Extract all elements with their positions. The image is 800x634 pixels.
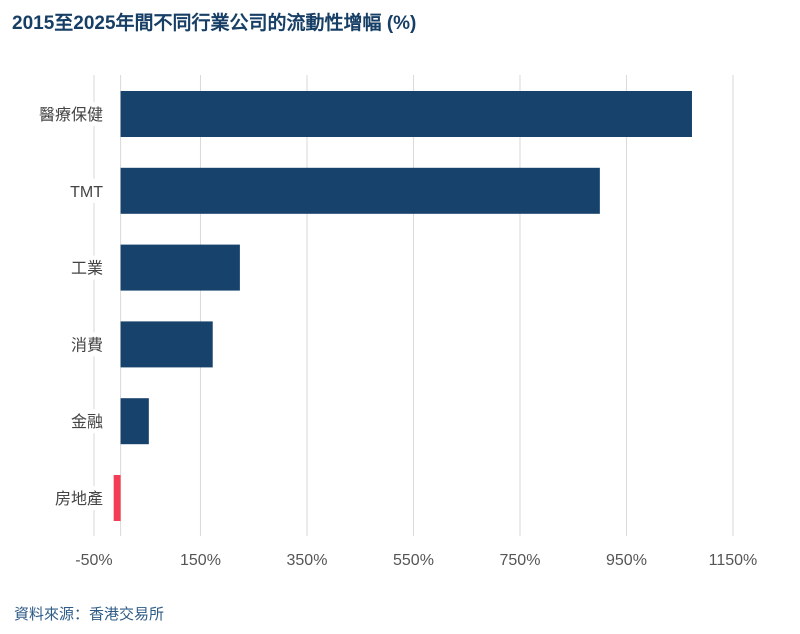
- label-bg: [20, 102, 108, 126]
- bar-5: [113, 475, 121, 521]
- x-tick-label: 1150%: [709, 552, 758, 569]
- x-tick-label: 150%: [180, 552, 221, 569]
- bar-0: [120, 91, 692, 137]
- category-label: TMT: [70, 184, 103, 201]
- bar-3: [120, 321, 213, 368]
- category-label: 金融: [71, 413, 103, 431]
- x-tick-label: 950%: [606, 552, 647, 569]
- x-tick-label: 350%: [287, 552, 328, 569]
- x-tick-label: 750%: [500, 552, 541, 569]
- bar-2: [120, 244, 240, 291]
- chart-title: 2015至2025年間不同行業公司的流動性增幅 (%): [12, 13, 417, 34]
- source-note: 資料來源：香港交易所: [14, 606, 165, 623]
- category-label: 工業: [71, 260, 103, 278]
- x-tick-label: 550%: [393, 552, 434, 569]
- label-bg: [20, 178, 108, 203]
- bar-4: [120, 398, 149, 445]
- label-bg: [20, 255, 108, 280]
- category-label: 房地產: [55, 490, 103, 508]
- category-label: 消費: [71, 336, 103, 354]
- label-bg: [20, 409, 108, 434]
- label-bg: [20, 486, 108, 510]
- category-label: 醫療保健: [39, 106, 103, 124]
- label-bg: [20, 332, 108, 357]
- bar-1: [120, 167, 600, 214]
- x-tick-label: -50%: [75, 552, 112, 569]
